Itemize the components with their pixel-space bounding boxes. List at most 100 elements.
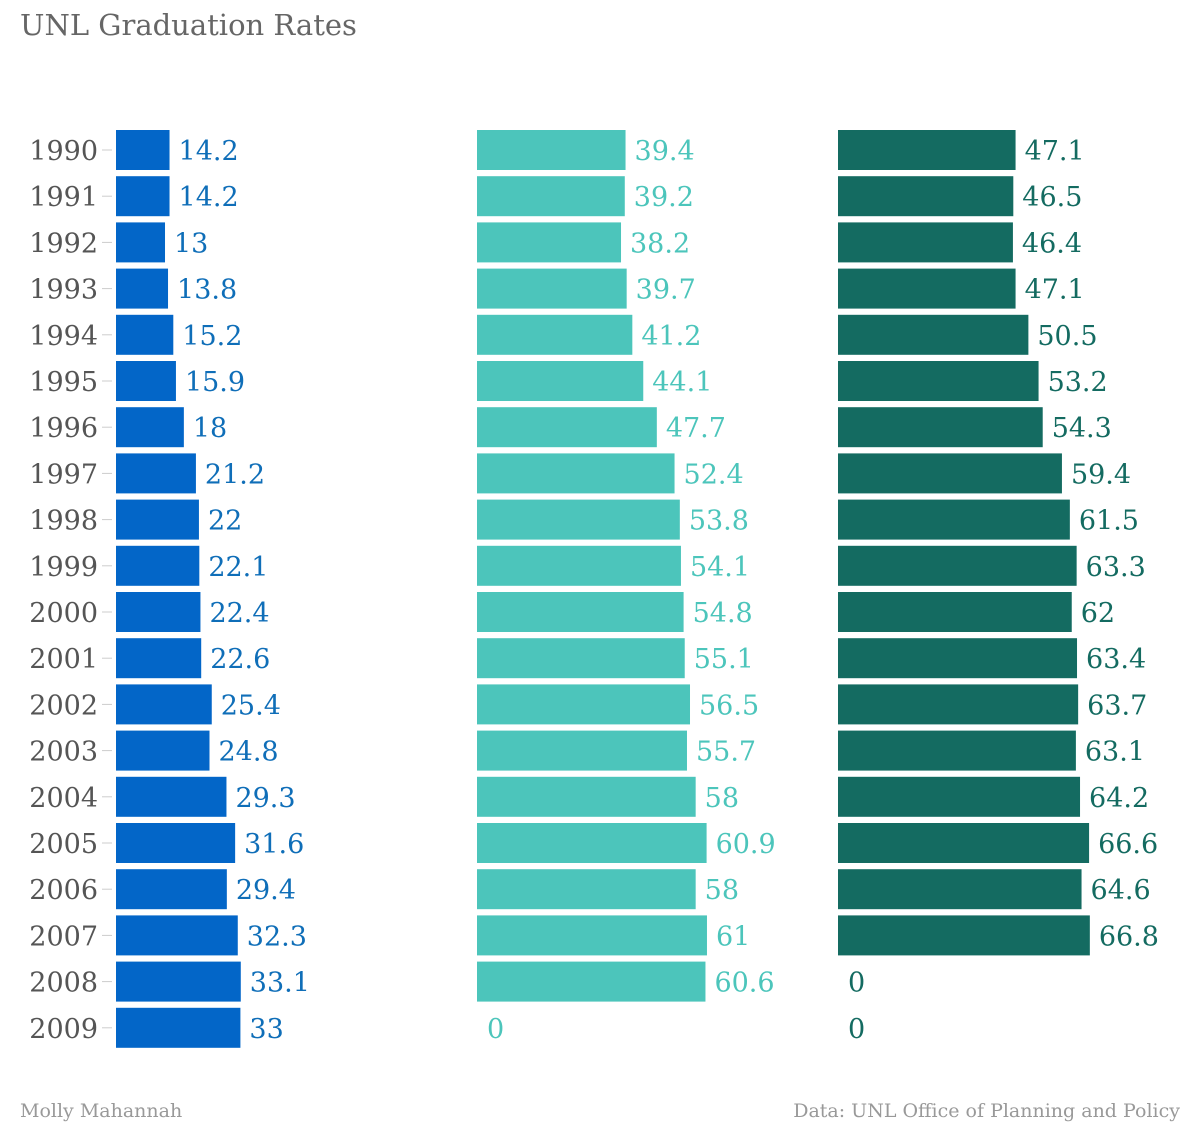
bar <box>116 730 210 771</box>
bar <box>477 499 680 540</box>
bar <box>838 545 1077 586</box>
data-label: 58 <box>705 875 739 906</box>
y-tick-label: 2005 <box>29 829 98 860</box>
bar <box>838 684 1079 725</box>
bar <box>116 176 170 217</box>
y-tick-label: 1997 <box>29 459 98 490</box>
bar <box>477 638 685 679</box>
bar <box>838 869 1082 910</box>
y-tick-label: 1992 <box>29 228 98 259</box>
data-label: 59.4 <box>1071 459 1131 490</box>
data-label: 62 <box>1081 598 1115 629</box>
data-label: 14.2 <box>179 182 239 213</box>
data-label: 13.8 <box>177 275 237 306</box>
data-label: 63.3 <box>1086 552 1146 583</box>
y-tick-label: 2000 <box>29 598 98 629</box>
bar <box>116 961 241 1002</box>
y-tick-label: 1996 <box>29 413 98 444</box>
bar <box>116 130 170 170</box>
data-label: 39.4 <box>635 136 695 167</box>
bar <box>838 592 1072 632</box>
bar <box>477 130 626 170</box>
data-label: 13 <box>174 228 208 259</box>
y-tick-label: 1993 <box>29 275 98 306</box>
bar <box>477 684 691 725</box>
y-tick-label: 1991 <box>29 182 98 213</box>
bar <box>116 545 200 586</box>
y-tick-label: 2001 <box>29 644 98 675</box>
y-tick-label: 2008 <box>29 968 98 999</box>
bar <box>838 823 1090 863</box>
data-label: 55.7 <box>696 737 756 768</box>
data-label: 63.7 <box>1087 690 1147 721</box>
bar <box>116 268 169 309</box>
bar <box>116 592 201 632</box>
bar <box>477 222 622 263</box>
data-label: 25.4 <box>221 690 281 721</box>
data-label: 41.2 <box>641 321 701 352</box>
bar <box>116 222 166 263</box>
bar <box>838 268 1016 309</box>
data-label: 58 <box>705 783 739 814</box>
data-label: 46.4 <box>1022 228 1082 259</box>
chart-title: UNL Graduation Rates <box>20 8 357 42</box>
data-label: 53.2 <box>1048 367 1108 398</box>
data-label: 64.6 <box>1091 875 1151 906</box>
data-label: 56.5 <box>699 690 759 721</box>
bar <box>116 915 238 956</box>
bar <box>477 823 707 863</box>
data-label: 66.8 <box>1099 921 1159 952</box>
bar <box>116 314 174 355</box>
bar <box>838 915 1090 956</box>
bar <box>838 776 1081 817</box>
data-label: 63.4 <box>1086 644 1146 675</box>
data-label: 63.1 <box>1085 737 1145 768</box>
y-tick-label: 2002 <box>29 690 98 721</box>
bar <box>116 407 184 448</box>
data-label: 33 <box>249 1014 283 1045</box>
data-label: 55.1 <box>694 644 754 675</box>
bar <box>838 130 1016 170</box>
data-label: 50.5 <box>1037 321 1097 352</box>
source-credit: Data: UNL Office of Planning and Policy <box>793 1100 1180 1122</box>
bar <box>116 453 196 494</box>
data-label: 54.1 <box>690 552 750 583</box>
bar <box>838 499 1070 540</box>
bar <box>477 915 707 956</box>
bar <box>116 361 176 401</box>
data-label: 53.8 <box>689 506 749 537</box>
data-label: 22.6 <box>210 644 270 675</box>
bar <box>838 407 1043 448</box>
bar <box>477 869 696 910</box>
data-label: 15.2 <box>182 321 242 352</box>
data-label: 29.4 <box>236 875 296 906</box>
data-label: 52.4 <box>684 459 744 490</box>
data-label: 31.6 <box>244 829 304 860</box>
bar <box>838 176 1014 217</box>
bar <box>116 823 236 863</box>
bar <box>838 638 1078 679</box>
data-label: 18 <box>193 413 227 444</box>
data-label: 54.3 <box>1052 413 1112 444</box>
data-label: 22 <box>208 506 242 537</box>
bar <box>116 776 227 817</box>
bar <box>477 268 627 309</box>
bar <box>477 314 633 355</box>
bar <box>477 453 675 494</box>
y-tick-label: 2006 <box>29 875 98 906</box>
data-label: 47.7 <box>666 413 726 444</box>
data-label: 44.1 <box>652 367 712 398</box>
bar <box>838 453 1062 494</box>
data-label: 33.1 <box>250 968 310 999</box>
bar <box>477 407 657 448</box>
bar <box>116 499 199 540</box>
data-label: 66.6 <box>1098 829 1158 860</box>
data-label: 39.2 <box>634 182 694 213</box>
data-label: 47.1 <box>1025 136 1085 167</box>
y-tick-label: 2004 <box>29 783 98 814</box>
author-credit: Molly Mahannah <box>20 1100 183 1122</box>
bar <box>477 545 681 586</box>
y-tick-label: 1994 <box>29 321 98 352</box>
y-tick-label: 2007 <box>29 921 98 952</box>
